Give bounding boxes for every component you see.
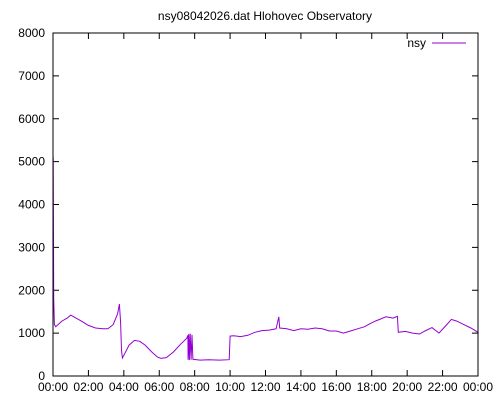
y-tick-label: 7000 — [18, 69, 45, 83]
y-tick-label: 8000 — [18, 26, 45, 40]
y-tick-label: 4000 — [18, 198, 45, 212]
x-tick-label: 02:00 — [73, 380, 103, 394]
x-tick-label: 14:00 — [286, 380, 316, 394]
x-tick-label: 00:00 — [463, 380, 493, 394]
series-line-nsy — [52, 157, 479, 361]
y-tick-label: 6000 — [18, 112, 45, 126]
plot-frame — [52, 32, 479, 377]
x-tick-label: 04:00 — [109, 380, 139, 394]
legend-label: nsy — [407, 36, 426, 50]
x-tick-label: 20:00 — [392, 380, 422, 394]
chart-title: nsy08042026.dat Hlohovec Observatory — [158, 9, 372, 23]
x-tick-label: 10:00 — [215, 380, 245, 394]
x-tick-label: 22:00 — [428, 380, 458, 394]
y-tick-label: 0 — [38, 369, 45, 383]
axis-ticks: 0 1000 2000 3000 4000 5000 6000 7000 8000 00:00 02… — [18, 26, 493, 394]
y-tick-label: 2000 — [18, 283, 45, 297]
x-tick-label: 06:00 — [144, 380, 174, 394]
series-group — [52, 157, 479, 361]
x-tick-label: 12:00 — [250, 380, 280, 394]
y-tick-label: 5000 — [18, 155, 45, 169]
x-tick-label: 16:00 — [321, 380, 351, 394]
x-tick-label: 08:00 — [180, 380, 210, 394]
x-tick-label: 00:00 — [38, 380, 68, 394]
y-tick-label: 1000 — [18, 326, 45, 340]
y-tick-label: 3000 — [18, 240, 45, 254]
x-tick-label: 18:00 — [357, 380, 387, 394]
legend: nsy — [407, 36, 466, 50]
